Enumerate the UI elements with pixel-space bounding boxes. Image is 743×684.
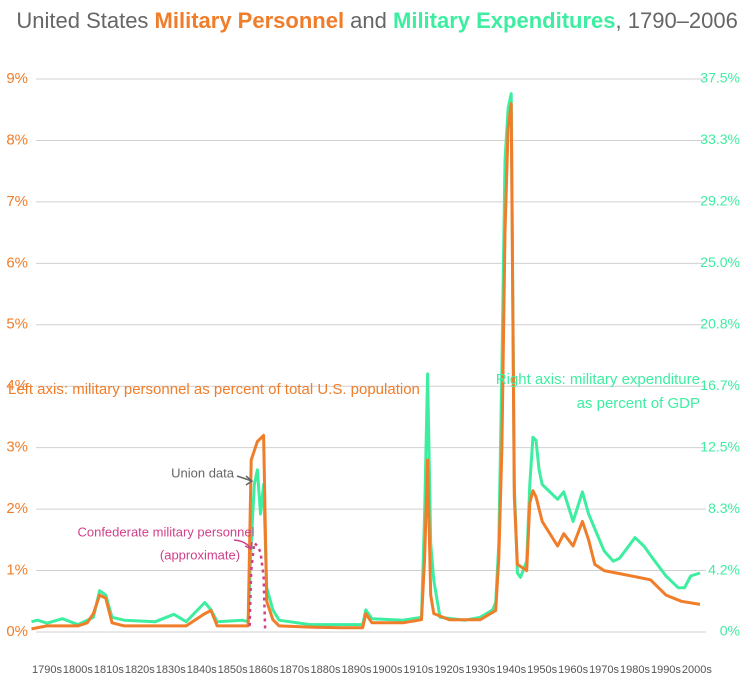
left-axis-note: Left axis: military personnel as percent… [8, 381, 420, 398]
y2-tick-label: 4.2% [708, 561, 740, 577]
x-tick-label: 1830s [156, 664, 186, 676]
confederate-note: Confederate military personnel [77, 524, 254, 539]
y-tick-label: 9% [6, 70, 28, 87]
title-part: Military Personnel [155, 8, 345, 33]
y2-tick-label: 33.3% [700, 131, 740, 147]
x-tick-label: 1890s [341, 664, 371, 676]
y-tick-label: 8% [6, 131, 28, 148]
y-tick-label: 7% [6, 193, 28, 210]
x-tick-label: 1910s [403, 664, 433, 676]
y2-tick-label: 8.3% [708, 500, 740, 516]
x-tick-label: 1970s [589, 664, 619, 676]
x-tick-label: 1790s [32, 664, 62, 676]
x-tick-label: 1820s [125, 664, 155, 676]
x-tick-label: 1850s [218, 664, 248, 676]
union-note: Union data [171, 465, 235, 480]
x-tick-label: 1870s [280, 664, 310, 676]
x-tick-label: 1920s [434, 664, 464, 676]
x-tick-label: 1960s [558, 664, 588, 676]
y-tick-label: 0% [6, 623, 28, 640]
y-tick-label: 1% [6, 562, 28, 579]
y2-tick-label: 20.8% [700, 315, 740, 331]
chart-title: United States Military Personnel and Mil… [0, 8, 743, 33]
x-tick-label: 1810s [94, 664, 124, 676]
y2-tick-label: 29.2% [700, 193, 740, 209]
x-tick-label: 1860s [249, 664, 279, 676]
union-arrow [236, 475, 254, 486]
x-tick-label: 1840s [187, 664, 217, 676]
lines [31, 92, 701, 633]
y2-tick-label: 0% [720, 623, 740, 639]
y2-tick-label: 12.5% [700, 438, 740, 454]
x-tick-label: 1880s [311, 664, 341, 676]
y-tick-label: 2% [6, 500, 28, 517]
x-tick-label: 1950s [527, 664, 557, 676]
x-tick-label: 1980s [620, 664, 650, 676]
grid [36, 78, 706, 633]
y-tick-label: 5% [6, 316, 28, 333]
confederate-arrow [233, 539, 253, 551]
y-tick-label: 3% [6, 439, 28, 456]
title-part: United States [16, 8, 154, 33]
y2-tick-label: 37.5% [700, 70, 740, 86]
series-line [31, 92, 701, 627]
x-tick-label: 1940s [496, 664, 526, 676]
confederate-note: (approximate) [160, 547, 240, 562]
right-axis-note: Right axis: military expenditure [496, 371, 700, 388]
right-axis-note: as percent of GDP [577, 395, 700, 412]
series-line [31, 102, 701, 631]
x-tick-label: 2000s [682, 664, 712, 676]
y-tick-label: 4% [6, 377, 28, 394]
title-part: and [344, 8, 393, 33]
x-tick-label: 1930s [465, 664, 495, 676]
x-tick-label: 1900s [372, 664, 402, 676]
title-part: Military Expenditures [393, 8, 616, 33]
x-tick-label: 1800s [63, 664, 93, 676]
title-part: , 1790–2006 [616, 8, 738, 33]
y2-tick-label: 16.7% [700, 377, 740, 393]
y2-tick-label: 25.0% [700, 254, 740, 270]
y-tick-label: 6% [6, 254, 28, 271]
series-line [248, 541, 267, 633]
x-tick-label: 1990s [651, 664, 681, 676]
